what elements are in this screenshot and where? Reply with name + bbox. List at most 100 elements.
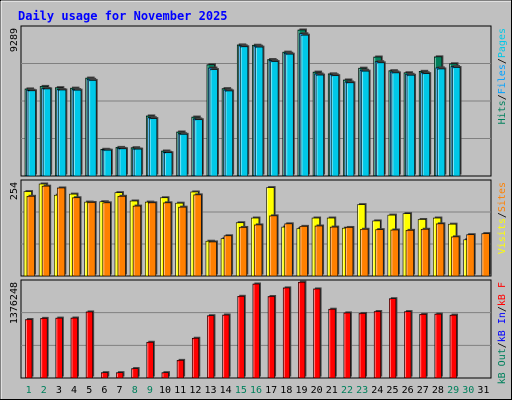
bar-pages-29 (452, 66, 462, 177)
bar-pages-15 (239, 45, 250, 177)
bar-pages-11 (179, 132, 189, 177)
bar-kb-f-23 (358, 311, 368, 379)
bar-kb-f-8-body (131, 368, 139, 379)
bar-kb-f-20 (313, 287, 322, 379)
bar-pages-15-body (239, 46, 249, 177)
bar-pages-20-body (315, 74, 324, 177)
day-label: 18 (280, 385, 292, 396)
bar-sites-11-body (178, 206, 187, 277)
bar-pages-13-body (209, 69, 218, 177)
bar-sites-18-body (284, 223, 293, 277)
bar-kb-f-1 (25, 318, 34, 379)
bar-sites-9-body (147, 202, 157, 277)
bar-pages-6 (103, 148, 113, 177)
bar-kb-f-28-body (434, 313, 442, 379)
day-label: 14 (220, 385, 232, 396)
bar-pages-25 (391, 71, 401, 177)
bar-sites-26-body (405, 230, 414, 277)
bar-pages-14 (224, 89, 235, 177)
bar-sites-30 (466, 233, 476, 277)
legend-entry: Pages (497, 28, 508, 58)
bar-sites-23 (360, 227, 370, 277)
day-label: 30 (462, 385, 474, 396)
bar-pages-26-body (406, 74, 415, 177)
bar-pages-7 (118, 147, 128, 177)
bar-pages-1 (27, 89, 37, 177)
bar-kb-f-13-body (207, 315, 215, 379)
bar-sites-2-body (41, 185, 50, 277)
bar-pages-8-body (133, 148, 142, 177)
bar-sites-18 (284, 222, 294, 277)
day-label: 23 (356, 385, 368, 396)
legend-entry: kB Out (497, 348, 508, 384)
bar-pages-4-body (73, 89, 82, 177)
bar-sites-7 (117, 194, 127, 277)
bar-pages-22 (346, 81, 356, 177)
bar-kb-f-23-body (358, 313, 366, 379)
legend-entry: Files (497, 64, 508, 94)
bar-sites-31 (481, 232, 491, 277)
bar-kb-f-12 (191, 336, 201, 379)
day-label: 20 (311, 385, 323, 396)
bar-pages-6-body (103, 149, 112, 177)
panel-traffic-bars (24, 28, 462, 177)
bar-kb-f-19 (298, 280, 307, 379)
bar-kb-f-12-body (191, 337, 200, 379)
bar-kb-f-20-body (313, 288, 321, 379)
bar-sites-29 (451, 235, 461, 277)
bar-kb-f-25 (389, 297, 398, 379)
bar-pages-28-body (437, 68, 446, 177)
bar-pages-3 (58, 88, 68, 177)
bar-pages-21-body (330, 75, 340, 177)
legend-entry: Visits (497, 218, 508, 254)
bar-pages-1-body (27, 90, 36, 177)
bar-sites-24 (375, 228, 385, 277)
legend-entry: kB F (497, 282, 508, 306)
bar-sites-2 (41, 184, 52, 277)
bar-kb-f-1-body (25, 319, 33, 379)
bar-sites-7-body (117, 196, 126, 277)
bar-pages-19-body (300, 34, 309, 177)
bar-kb-f-29 (449, 313, 459, 379)
panel-visitors-legend: Visits/Sites (497, 182, 508, 254)
bar-pages-26 (406, 73, 417, 177)
bar-pages-18-body (285, 53, 294, 177)
bar-sites-3 (57, 186, 67, 277)
day-label: 5 (86, 385, 92, 396)
bar-sites-8 (132, 204, 143, 277)
bar-sites-12-body (193, 194, 202, 277)
day-label: 27 (417, 385, 429, 396)
bar-kb-f-6 (101, 371, 110, 379)
bar-sites-3-body (57, 187, 66, 277)
legend-entry: / (497, 306, 508, 312)
bar-sites-25-body (390, 229, 399, 277)
bar-kb-f-11-body (176, 360, 184, 379)
panel-volume-ymax-label: 1376248 (9, 282, 20, 324)
bar-pages-8 (133, 147, 144, 177)
panel-visitors-bars (23, 182, 491, 277)
bar-kb-f-4-body (70, 317, 78, 379)
chart-title: Daily usage for November 2025 (18, 9, 228, 23)
bar-pages-5-body (88, 80, 97, 177)
day-label: 12 (189, 385, 201, 396)
bar-pages-7-body (118, 148, 127, 177)
bar-kb-f-10-body (161, 372, 169, 379)
day-label: 26 (402, 385, 414, 396)
bar-sites-4-body (72, 197, 81, 277)
bar-kb-f-11 (176, 358, 186, 379)
bar-sites-21 (329, 225, 340, 277)
bar-kb-f-26-body (404, 311, 412, 379)
bar-kb-f-17-body (267, 296, 275, 379)
day-label: 11 (174, 385, 186, 396)
bar-sites-14-body (223, 235, 232, 277)
bar-pages-23 (361, 69, 371, 177)
legend-entry: kB In (497, 312, 508, 342)
day-label: 21 (326, 385, 338, 396)
bar-pages-5 (88, 78, 98, 177)
bar-sites-4 (72, 196, 82, 277)
panel-visitors-ymax-label: 254 (9, 182, 20, 200)
bar-sites-27-body (420, 228, 429, 277)
bar-pages-16 (255, 45, 265, 177)
bar-sites-26 (405, 228, 416, 277)
bar-kb-f-27 (419, 312, 428, 379)
